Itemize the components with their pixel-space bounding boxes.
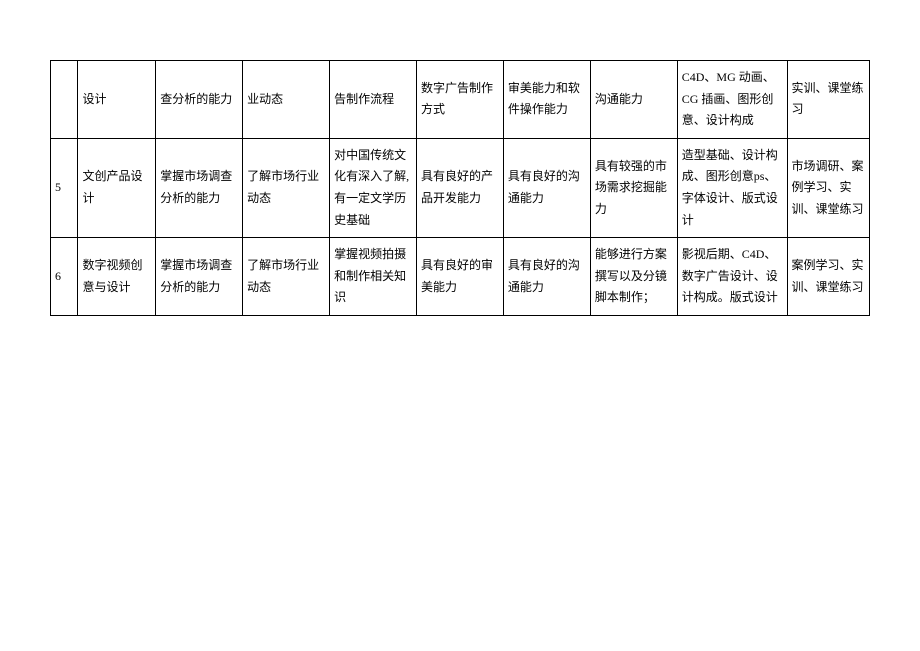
cell: 查分析的能力 [156,61,243,139]
cell-name: 文创产品设计 [78,138,156,237]
cell: 了解市场行业动态 [243,138,330,237]
cell: 能够进行方案撰写以及分镜脚本制作； [590,238,677,316]
cell: 造型基础、设计构成、图形创意ps、字体设计、版式设计 [677,138,787,237]
cell: 实训、课堂练习 [787,61,869,139]
cell: 市场调研、案例学习、实训、课堂练习 [787,138,869,237]
cell: 影视后期、C4D、数字广告设计、设计构成。版式设计 [677,238,787,316]
cell: 案例学习、实训、课堂练习 [787,238,869,316]
cell: 沟通能力 [590,61,677,139]
cell: 具有良好的沟通能力 [503,138,590,237]
cell: 掌握市场调查分析的能力 [156,238,243,316]
cell-name: 数字视频创意与设计 [78,238,156,316]
curriculum-table: 设计 查分析的能力 业动态 告制作流程 数字广告制作方式 审美能力和软件操作能力… [50,60,870,316]
table-row: 5 文创产品设计 掌握市场调查分析的能力 了解市场行业动态 对中国传统文化有深入… [51,138,870,237]
cell: 了解市场行业动态 [243,238,330,316]
cell-name: 设计 [78,61,156,139]
cell: 具有良好的产品开发能力 [416,138,503,237]
cell: 具有较强的市场需求挖掘能力 [590,138,677,237]
cell: 数字广告制作方式 [416,61,503,139]
cell: 掌握市场调查分析的能力 [156,138,243,237]
cell: 具有良好的沟通能力 [503,238,590,316]
cell: 对中国传统文化有深入了解,有一定文学历史基础 [330,138,417,237]
cell-id: 5 [51,138,78,237]
cell: 告制作流程 [330,61,417,139]
cell: C4D、MG 动画、CG 插画、图形创意、设计构成 [677,61,787,139]
cell-id: 6 [51,238,78,316]
cell: 业动态 [243,61,330,139]
cell: 审美能力和软件操作能力 [503,61,590,139]
cell-id [51,61,78,139]
cell: 具有良好的审美能力 [416,238,503,316]
table-row: 6 数字视频创意与设计 掌握市场调查分析的能力 了解市场行业动态 掌握视频拍摄和… [51,238,870,316]
table-row: 设计 查分析的能力 业动态 告制作流程 数字广告制作方式 审美能力和软件操作能力… [51,61,870,139]
cell: 掌握视频拍摄和制作相关知识 [330,238,417,316]
